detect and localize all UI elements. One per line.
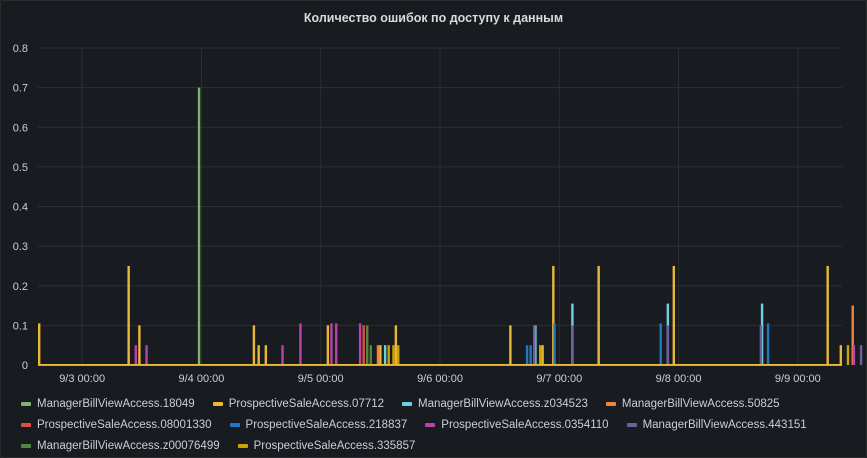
bar-ProspectiveSaleAccess.07712[interactable] <box>597 265 600 365</box>
bar-ProspectiveSaleAccess.335857[interactable] <box>392 345 395 365</box>
legend-item[interactable]: ProspectiveSaleAccess.218837 <box>229 418 408 431</box>
legend-item[interactable]: ManagerBillViewAccess.50825 <box>605 397 780 410</box>
x-tick-label: 9/9 00:00 <box>775 373 821 385</box>
bar-ProspectiveSaleAccess.0354110[interactable] <box>330 323 333 365</box>
legend-label: ManagerBillViewAccess.50825 <box>621 397 780 410</box>
legend-swatch <box>402 401 413 406</box>
legend-item[interactable]: ManagerBillViewAccess.z00076499 <box>21 440 220 452</box>
bar-ProspectiveSaleAccess.07712[interactable] <box>252 325 256 365</box>
legend-label: ProspectiveSaleAccess.0354110 <box>441 418 609 431</box>
legend-label: ProspectiveSaleAccess.335857 <box>253 439 416 452</box>
legend-swatch <box>21 422 31 427</box>
bar-ProspectiveSaleAccess.07712[interactable] <box>394 325 398 365</box>
bar-ManagerBillViewAccess.50825[interactable] <box>376 345 380 365</box>
legend-label: ManagerBillViewAccess.443151 <box>642 418 807 431</box>
bar-ProspectiveSaleAccess.07712[interactable] <box>509 325 512 365</box>
bar-ManagerBillViewAccess.443151[interactable] <box>759 325 763 365</box>
bar-ProspectiveSaleAccess.08001330[interactable] <box>362 325 365 365</box>
bar-ProspectiveSaleAccess.335857[interactable] <box>846 345 850 365</box>
legend-label: ManagerBillViewAccess.z034523 <box>418 397 588 410</box>
bar-ProspectiveSaleAccess.218837[interactable] <box>525 345 529 365</box>
bar-ProspectiveSaleAccess.0354110[interactable] <box>145 345 148 365</box>
bar-ProspectiveSaleAccess.335857[interactable] <box>539 345 542 365</box>
legend-item[interactable]: ManagerBillViewAccess.18049 <box>21 398 195 410</box>
bar-ManagerBillViewAccess.z034523[interactable] <box>383 345 387 365</box>
legend-label: ProspectiveSaleAccess.08001330 <box>37 418 212 431</box>
legend-swatch <box>21 401 31 406</box>
legend-item[interactable]: ProspectiveSaleAccess.0354110 <box>425 418 609 431</box>
legend-row: ManagerBillViewAccess.18049 ProspectiveSa… <box>21 393 851 414</box>
bar-ProspectiveSaleAccess.07712[interactable] <box>257 345 260 365</box>
legend-row: ProspectiveSaleAccess.08001330 Prospectiv… <box>21 414 851 435</box>
legend-swatch <box>229 422 240 427</box>
legend-swatch <box>425 422 436 427</box>
legend-item[interactable]: ManagerBillViewAccess.z034523 <box>402 398 588 410</box>
y-tick-label: 0.1 <box>13 320 28 332</box>
bar-ManagerBillViewAccess.z00076499[interactable] <box>366 325 369 365</box>
bar-ProspectiveSaleAccess.07712[interactable] <box>672 265 676 365</box>
bar-ProspectiveSaleAccess.335857[interactable] <box>387 345 390 365</box>
bar-ProspectiveSaleAccess.218837[interactable] <box>766 323 770 365</box>
legend-item[interactable]: ProspectiveSaleAccess.08001330 <box>21 419 212 431</box>
x-tick-label: 9/6 00:00 <box>417 373 463 385</box>
y-tick-label: 0.3 <box>13 241 28 253</box>
bar-ProspectiveSaleAccess.0354110[interactable] <box>358 323 362 365</box>
bar-ProspectiveSaleAccess.07712[interactable] <box>552 265 555 365</box>
bar-ManagerBillViewAccess.443151[interactable] <box>666 325 670 365</box>
legend-label: ProspectiveSaleAccess.07712 <box>228 397 385 410</box>
panel-title[interactable]: Количество ошибок по доступу к данным <box>303 11 564 25</box>
legend-row: ManagerBillViewAccess.z00076499 Prospecti… <box>21 435 851 456</box>
y-tick-label: 0.4 <box>13 202 28 214</box>
legend-item[interactable]: ProspectiveSaleAccess.07712 <box>212 397 385 410</box>
bar-ProspectiveSaleAccess.218837[interactable] <box>529 345 532 365</box>
bar-ProspectiveSaleAccess.07712[interactable] <box>541 345 544 365</box>
legend-label: ProspectiveSaleAccess.218837 <box>245 418 408 431</box>
bar-ManagerBillViewAccess.443151[interactable] <box>859 345 863 365</box>
y-tick-label: 0.8 <box>13 43 28 55</box>
x-tick-label: 9/4 00:00 <box>178 373 224 385</box>
bar-ProspectiveSaleAccess.07712[interactable] <box>138 325 141 365</box>
legend-label: ManagerBillViewAccess.z00076499 <box>37 439 220 452</box>
bar-ProspectiveSaleAccess.07712[interactable] <box>379 345 382 365</box>
bar-ProspectiveSaleAccess.0354110[interactable] <box>281 345 284 365</box>
legend-label: ManagerBillViewAccess.18049 <box>37 397 195 410</box>
x-tick-label: 9/5 00:00 <box>298 373 344 385</box>
bar-ProspectiveSaleAccess.218837[interactable] <box>553 323 556 365</box>
chart-plot[interactable]: 0 0.1 0.2 0.3 0.4 0.5 0.6 0.7 0.8 9/3 00:00 9/4 00… <box>1 1 866 391</box>
bar-ProspectiveSaleAccess.218837[interactable] <box>659 323 662 365</box>
legend-swatch <box>605 401 616 406</box>
bar-ProspectiveSaleAccess.07712[interactable] <box>37 323 41 365</box>
x-tick-label: 9/8 00:00 <box>656 373 702 385</box>
legend-swatch <box>237 443 248 448</box>
y-tick-label: 0.6 <box>13 122 28 134</box>
legend-swatch <box>626 422 637 427</box>
legend-item[interactable]: ProspectiveSaleAccess.335857 <box>237 439 416 452</box>
bar-ManagerBillViewAccess.443151[interactable] <box>571 325 574 365</box>
bar-ProspectiveSaleAccess.07712[interactable] <box>839 345 843 365</box>
bar-ProspectiveSaleAccess.0354110[interactable] <box>335 323 338 365</box>
legend-swatch <box>21 443 31 448</box>
bar-ProspectiveSaleAccess.0354110[interactable] <box>134 345 138 365</box>
y-tick-label: 0 <box>22 360 28 372</box>
bar-ManagerBillViewAccess.50825[interactable] <box>851 305 854 365</box>
bar-ManagerBillViewAccess.18049[interactable] <box>197 87 201 365</box>
bar-ProspectiveSaleAccess.07712[interactable] <box>826 265 829 365</box>
y-tick-label: 0.5 <box>13 162 28 174</box>
bar-ProspectiveSaleAccess.07712[interactable] <box>264 345 268 365</box>
x-tick-label: 9/7 00:00 <box>536 373 582 385</box>
bar-ProspectiveSaleAccess.07712[interactable] <box>326 325 330 365</box>
bar-ManagerBillViewAccess.443151[interactable] <box>533 325 536 365</box>
bar-ManagerBillViewAccess.z00076499[interactable] <box>369 345 373 365</box>
bar-ProspectiveSaleAccess.07712[interactable] <box>127 265 130 365</box>
bar-ProspectiveSaleAccess.0354110[interactable] <box>852 345 856 365</box>
bar-ProspectiveSaleAccess.335857[interactable] <box>397 345 400 365</box>
legend-item[interactable]: ManagerBillViewAccess.443151 <box>626 418 807 431</box>
x-tick-label: 9/3 00:00 <box>59 373 105 385</box>
y-tick-label: 0.2 <box>13 281 28 293</box>
chart-legend: ManagerBillViewAccess.18049 ProspectiveSa… <box>21 393 851 456</box>
y-tick-label: 0.7 <box>13 83 28 95</box>
legend-swatch <box>212 401 223 406</box>
bar-ProspectiveSaleAccess.0354110[interactable] <box>299 323 302 365</box>
